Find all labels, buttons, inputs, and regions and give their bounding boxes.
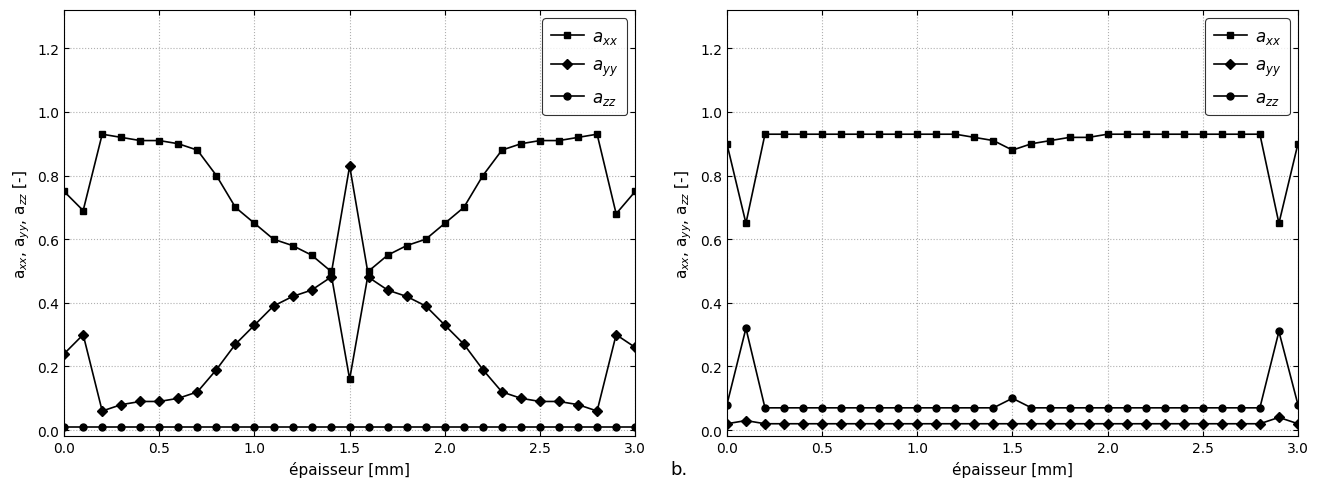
Y-axis label: a$_{xx}$, a$_{yy}$, a$_{zz}$ [-]: a$_{xx}$, a$_{yy}$, a$_{zz}$ [-] — [11, 170, 32, 278]
X-axis label: épaisseur [mm]: épaisseur [mm] — [952, 461, 1073, 477]
Text: b.: b. — [671, 460, 688, 478]
Legend: $a_{xx}$, $a_{yy}$, $a_{zz}$: $a_{xx}$, $a_{yy}$, $a_{zz}$ — [543, 20, 627, 116]
X-axis label: épaisseur [mm]: épaisseur [mm] — [289, 461, 411, 477]
Y-axis label: a$_{xx}$, a$_{yy}$, a$_{zz}$ [-]: a$_{xx}$, a$_{yy}$, a$_{zz}$ [-] — [675, 170, 694, 278]
Legend: $a_{xx}$, $a_{yy}$, $a_{zz}$: $a_{xx}$, $a_{yy}$, $a_{zz}$ — [1205, 20, 1290, 116]
